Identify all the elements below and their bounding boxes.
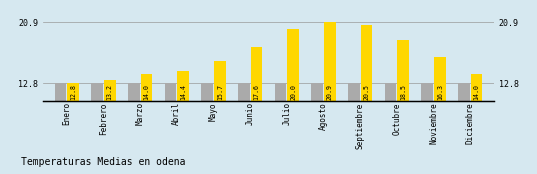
- Bar: [251, 47, 262, 101]
- Bar: [311, 84, 323, 101]
- Bar: [324, 22, 336, 101]
- Bar: [67, 84, 79, 101]
- Text: 16.3: 16.3: [437, 84, 443, 100]
- Text: 14.0: 14.0: [474, 84, 480, 100]
- Bar: [458, 84, 470, 101]
- Text: 12.8: 12.8: [70, 84, 76, 100]
- Bar: [360, 25, 372, 101]
- Text: 20.0: 20.0: [290, 84, 296, 100]
- Bar: [287, 29, 299, 101]
- Bar: [177, 71, 189, 101]
- Bar: [422, 84, 433, 101]
- Text: 17.6: 17.6: [253, 84, 259, 100]
- Bar: [201, 84, 213, 101]
- Text: 15.7: 15.7: [217, 84, 223, 100]
- Bar: [275, 84, 286, 101]
- Bar: [238, 84, 250, 101]
- Bar: [348, 84, 360, 101]
- Text: 14.4: 14.4: [180, 84, 186, 100]
- Bar: [434, 57, 446, 101]
- Bar: [141, 74, 153, 101]
- Bar: [128, 84, 140, 101]
- Bar: [397, 40, 409, 101]
- Text: 18.5: 18.5: [400, 84, 406, 100]
- Bar: [214, 61, 226, 101]
- Bar: [165, 84, 177, 101]
- Text: Temperaturas Medias en odena: Temperaturas Medias en odena: [21, 157, 186, 167]
- Text: 13.2: 13.2: [107, 84, 113, 100]
- Bar: [55, 84, 67, 101]
- Text: 14.0: 14.0: [143, 84, 149, 100]
- Bar: [91, 84, 103, 101]
- Bar: [384, 84, 396, 101]
- Text: 20.5: 20.5: [364, 84, 369, 100]
- Bar: [104, 80, 115, 101]
- Bar: [470, 74, 482, 101]
- Text: 20.9: 20.9: [326, 84, 333, 100]
